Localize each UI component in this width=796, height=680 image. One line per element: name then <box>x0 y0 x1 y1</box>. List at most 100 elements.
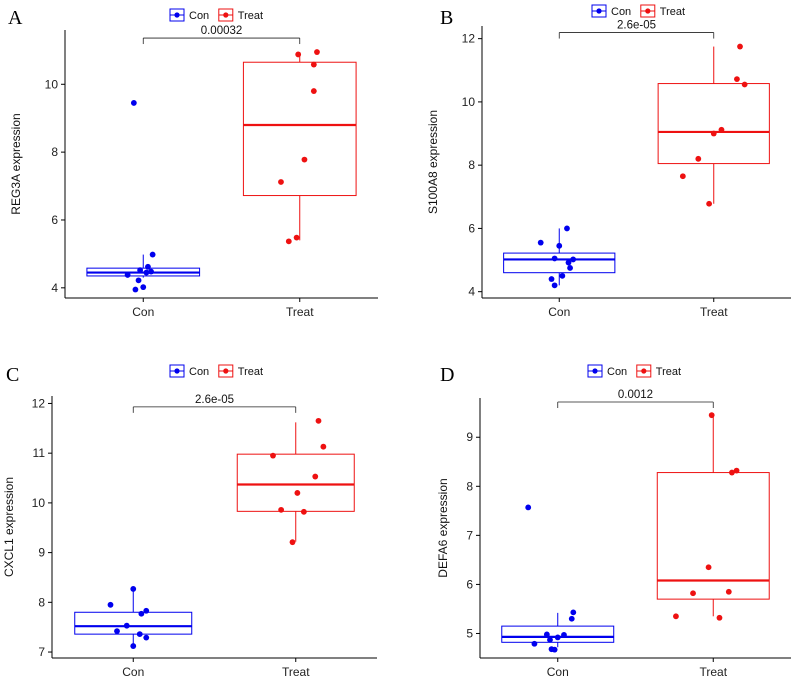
box <box>657 83 770 165</box>
data-point <box>320 443 327 450</box>
legend-key-dot <box>174 368 180 374</box>
data-point <box>548 276 555 282</box>
data-point <box>143 607 150 614</box>
panel-d: D Con Treat 5 6 7 8 9 Con Treat DEFA6 expression 0.… <box>436 364 791 679</box>
y-tick-label: 6 <box>466 577 473 591</box>
data-point <box>570 256 577 263</box>
significance-bracket: 0.0012 <box>557 389 714 408</box>
p-value-label: 2.6e-05 <box>195 394 234 406</box>
legend-item-con: Con <box>587 364 627 378</box>
legend-item-treat: Treat <box>640 4 685 18</box>
data-point <box>143 269 150 276</box>
y-axis-label: CXCL1 expression <box>2 477 16 577</box>
y-tick-label: 10 <box>462 95 476 109</box>
panel-letter: B <box>440 7 453 29</box>
data-point <box>136 631 143 638</box>
series-treat <box>242 49 357 245</box>
data-point <box>564 225 570 232</box>
significance-bracket: 2.6e-05 <box>558 20 715 39</box>
data-point <box>531 640 538 647</box>
x-tick-label: Con <box>122 665 144 679</box>
legend-item-con: Con <box>169 8 209 22</box>
legend-item-con: Con <box>591 4 631 18</box>
data-point <box>130 100 137 106</box>
data-point <box>708 412 715 419</box>
data-point <box>741 81 748 88</box>
series-con <box>503 225 616 289</box>
data-point <box>716 614 723 621</box>
legend-key-dot <box>641 368 647 374</box>
data-point <box>537 239 544 246</box>
series-con <box>501 504 615 653</box>
panel-letter: D <box>440 364 454 386</box>
p-value-label: 0.0012 <box>618 389 653 401</box>
data-point <box>551 646 558 653</box>
data-point <box>567 265 573 271</box>
data-point <box>565 259 572 266</box>
series-con <box>74 585 193 649</box>
data-point <box>718 126 725 133</box>
box <box>74 611 193 635</box>
data-point <box>314 49 320 55</box>
panel-b: B Con Treat 4 6 8 10 12 Con Treat S100A8 expressio… <box>426 4 791 319</box>
data-point <box>301 156 308 163</box>
data-point <box>556 242 563 249</box>
legend-label: Con <box>189 366 209 378</box>
box <box>503 252 616 274</box>
series-con <box>86 100 201 293</box>
panel-letter: C <box>6 364 19 386</box>
panel-letter: A <box>8 7 23 29</box>
data-point <box>551 255 558 262</box>
data-point <box>312 473 319 480</box>
y-tick-label: 7 <box>466 528 473 542</box>
data-point <box>710 130 717 137</box>
data-point <box>278 506 285 513</box>
y-tick-label: 11 <box>33 446 46 460</box>
y-tick-label: 10 <box>45 77 59 91</box>
panel-a: A Con Treat 4 6 8 10 Con Treat REG3A expression 0.… <box>8 7 378 319</box>
box <box>501 625 615 643</box>
y-tick-label: 9 <box>38 546 45 560</box>
series-treat <box>236 417 355 546</box>
series-treat <box>657 43 770 207</box>
y-tick-label: 6 <box>468 221 475 235</box>
y-tick-label: 12 <box>32 396 46 410</box>
legend-label: Con <box>607 366 627 378</box>
y-tick-label: 8 <box>51 145 58 159</box>
y-axis-label: REG3A expression <box>9 113 23 214</box>
data-point <box>561 632 567 638</box>
legend-key-dot <box>223 12 229 18</box>
data-point <box>729 469 735 476</box>
data-point <box>124 272 131 278</box>
data-point <box>300 508 307 515</box>
data-point <box>137 267 144 274</box>
data-point <box>140 284 147 291</box>
y-tick-label: 8 <box>38 595 45 609</box>
data-point <box>559 272 566 279</box>
legend-label: Treat <box>656 366 681 378</box>
x-tick-label: Treat <box>700 305 728 319</box>
x-tick-label: Con <box>132 305 154 319</box>
data-point <box>294 490 301 496</box>
data-point <box>310 61 317 68</box>
legend-key-dot <box>174 12 180 18</box>
data-point <box>705 564 712 571</box>
data-point <box>679 173 686 180</box>
data-point <box>310 88 317 94</box>
data-point <box>295 51 302 58</box>
data-point <box>568 615 575 622</box>
data-point <box>278 179 284 185</box>
y-tick-label: 8 <box>468 158 475 172</box>
data-point <box>551 282 558 289</box>
y-axis-label: DEFA6 expression <box>436 478 450 577</box>
y-tick-label: 6 <box>51 213 58 227</box>
data-point <box>145 263 151 270</box>
data-point <box>690 590 696 597</box>
legend-item-treat: Treat <box>218 364 263 378</box>
legend-item-treat: Treat <box>218 8 263 22</box>
legend-label: Treat <box>238 366 263 378</box>
data-point <box>737 43 743 50</box>
legend-key-dot <box>223 368 229 374</box>
data-point <box>114 628 120 635</box>
